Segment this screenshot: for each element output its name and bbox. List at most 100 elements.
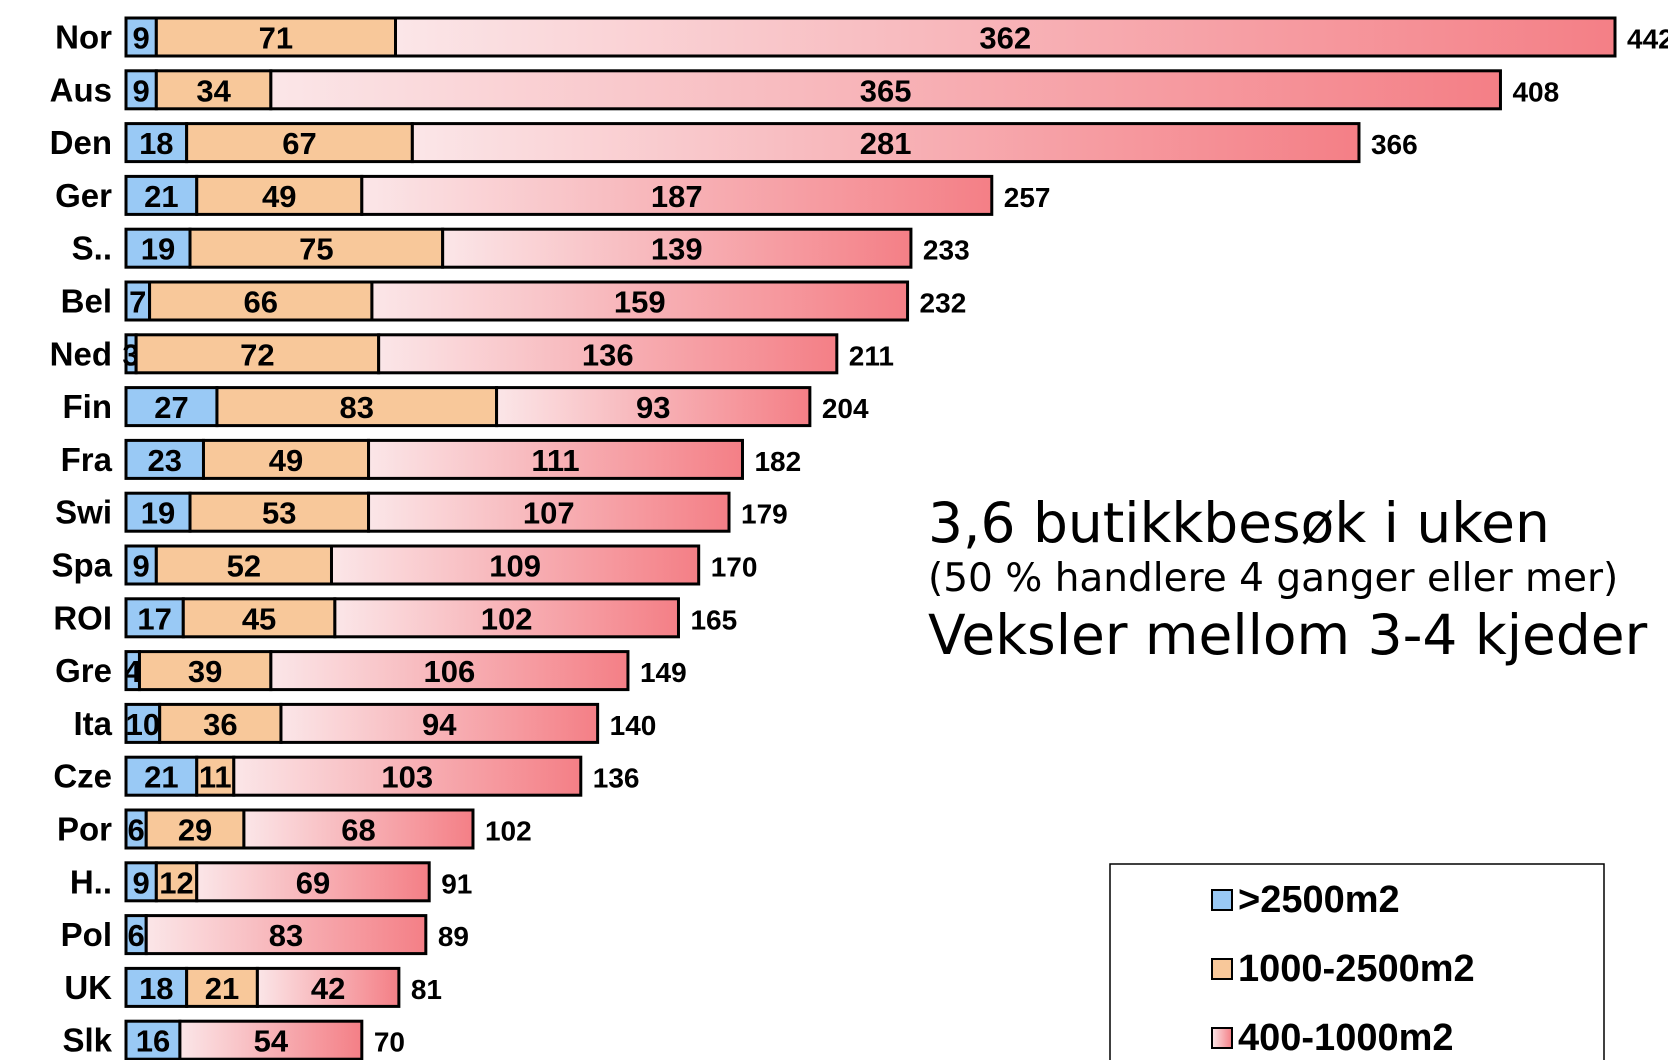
value-label: 83 [340, 390, 374, 425]
value-label: 139 [651, 232, 703, 267]
bar-segment [154, 69, 273, 111]
value-label: 4 [124, 654, 142, 689]
y-tick-label: Ita [73, 705, 112, 742]
value-label: 7 [129, 285, 146, 320]
y-tick-label: Swi [55, 494, 112, 531]
y-tick-label: Por [57, 811, 112, 848]
value-label: 17 [137, 601, 171, 636]
legend-swatch [1211, 1027, 1233, 1049]
value-label: 103 [381, 760, 433, 795]
total-label: 140 [610, 710, 657, 741]
bar-segment [329, 544, 701, 586]
value-label: 72 [240, 337, 274, 372]
y-tick-label: ROI [53, 599, 112, 636]
value-label: 16 [136, 1024, 170, 1059]
value-label: 36 [203, 707, 237, 742]
bar-segment [367, 438, 744, 480]
value-label: 49 [262, 179, 296, 214]
value-label: 34 [196, 73, 231, 108]
value-label: 42 [311, 971, 345, 1006]
value-label: 6 [127, 813, 144, 848]
bar-segment [195, 861, 431, 903]
y-tick-label: Fra [61, 441, 113, 478]
bar-segment [441, 227, 913, 269]
bar-segment [279, 702, 600, 744]
value-label: 75 [299, 232, 333, 267]
bar-segment [158, 702, 283, 744]
annotation-block: 3,6 butikkbesøk i uken (50 % handlere 4 … [928, 492, 1668, 666]
total-label: 91 [441, 868, 472, 899]
total-label: 102 [485, 816, 532, 847]
y-tick-label: Fin [63, 388, 112, 425]
total-label: 233 [923, 235, 970, 266]
bar-segment [178, 1019, 364, 1060]
y-tick-label: Den [50, 124, 112, 161]
value-label: 52 [227, 549, 261, 584]
y-tick-label: Gre [55, 652, 112, 689]
value-label: 9 [133, 73, 150, 108]
bar-segment [181, 597, 337, 639]
y-tick-label: Ned [50, 335, 112, 372]
value-label: 18 [139, 971, 173, 1006]
total-label: 179 [741, 499, 788, 530]
value-label: 68 [341, 813, 375, 848]
bar-segment [124, 755, 199, 797]
value-label: 83 [269, 918, 303, 953]
total-label: 149 [640, 657, 687, 688]
y-tick-label: S.. [72, 230, 112, 267]
value-label: 365 [860, 73, 912, 108]
y-tick-label: Slk [62, 1022, 112, 1059]
bar-segment [124, 966, 189, 1008]
value-label: 69 [296, 865, 330, 900]
value-label: 136 [582, 337, 634, 372]
bar-segment [124, 597, 185, 639]
value-label: 9 [133, 549, 150, 584]
legend-label: >2500m2 [1238, 879, 1400, 921]
legend-label: 400-1000m2 [1238, 1017, 1454, 1059]
value-label: 10 [126, 707, 160, 742]
annotation: (50 % handlere 4 ganger eller mer) [928, 556, 1619, 601]
y-tick-label: Ger [55, 177, 112, 214]
y-tick-label: H.. [70, 863, 112, 900]
bar-segment [269, 650, 630, 692]
value-label: 106 [424, 654, 476, 689]
total-label: 165 [690, 604, 737, 635]
value-label: 45 [242, 601, 276, 636]
value-label: 66 [244, 285, 278, 320]
bar-segment [124, 16, 158, 58]
value-label: 11 [199, 760, 232, 795]
value-label: 93 [636, 390, 670, 425]
value-label: 23 [147, 443, 181, 478]
bar-segment [360, 174, 994, 216]
bar-segment [134, 333, 381, 375]
y-tick-label: Bel [61, 283, 112, 320]
bar-segment [242, 808, 475, 850]
total-label: 232 [920, 288, 967, 319]
total-label: 204 [822, 393, 869, 424]
bar-segment [495, 386, 812, 428]
y-tick-label: Spa [51, 547, 112, 584]
total-label: 81 [411, 974, 442, 1005]
bar-segment [137, 650, 273, 692]
y-tick-label: Cze [53, 758, 112, 795]
bar-segment [144, 914, 428, 956]
bar-segment [232, 755, 583, 797]
value-label: 102 [481, 601, 533, 636]
value-label: 71 [259, 21, 293, 56]
bar-segment [148, 280, 374, 322]
value-label: 67 [282, 126, 316, 161]
total-label: 182 [754, 446, 801, 477]
bar-segment [377, 333, 839, 375]
bar-segment [370, 280, 910, 322]
bar-segment [333, 597, 680, 639]
total-label: 366 [1371, 129, 1418, 160]
value-label: 362 [979, 21, 1031, 56]
bar-segment [394, 16, 1617, 58]
value-label: 39 [188, 654, 222, 689]
bar-segment [124, 1019, 182, 1060]
bar-segment [124, 544, 158, 586]
bar-segment [269, 69, 1502, 111]
total-label: 211 [849, 340, 894, 371]
bar-segment [367, 491, 731, 533]
